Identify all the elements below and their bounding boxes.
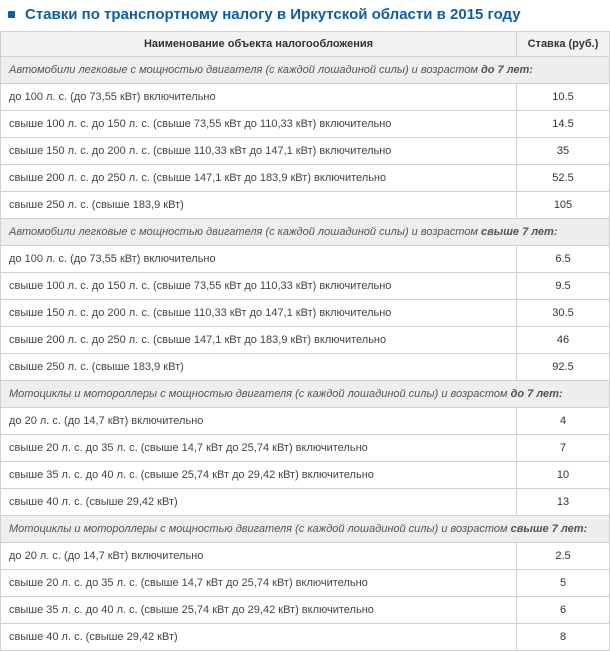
section-title: Автомобили легковые с мощностью двигател… [1, 57, 610, 84]
row-rate: 8 [517, 624, 610, 651]
row-rate: 105 [517, 192, 610, 219]
table-row: свыше 40 л. с. (свыше 29,42 кВт)13 [1, 489, 610, 516]
row-rate: 46 [517, 327, 610, 354]
section-header: Автомобили легковые с мощностью двигател… [1, 219, 610, 246]
section-title-prefix: Автомобили легковые с мощностью двигател… [9, 64, 481, 76]
row-name: свыше 20 л. с. до 35 л. с. (свыше 14,7 к… [1, 435, 517, 462]
table-row: свыше 20 л. с. до 35 л. с. (свыше 14,7 к… [1, 570, 610, 597]
row-name: до 100 л. с. (до 73,55 кВт) включительно [1, 246, 517, 273]
row-rate: 52.5 [517, 165, 610, 192]
row-rate: 10 [517, 462, 610, 489]
row-rate: 30.5 [517, 300, 610, 327]
row-name: свыше 40 л. с. (свыше 29,42 кВт) [1, 489, 517, 516]
row-name: свыше 100 л. с. до 150 л. с. (свыше 73,5… [1, 273, 517, 300]
section-title: Мотоциклы и мотороллеры с мощностью двиг… [1, 516, 610, 543]
table-row: свыше 35 л. с. до 40 л. с. (свыше 25,74 … [1, 597, 610, 624]
row-rate: 92.5 [517, 354, 610, 381]
row-rate: 5 [517, 570, 610, 597]
row-rate: 4 [517, 408, 610, 435]
row-name: свыше 250 л. с. (свыше 183,9 кВт) [1, 354, 517, 381]
table-row: свыше 100 л. с. до 150 л. с. (свыше 73,5… [1, 111, 610, 138]
section-title: Автомобили легковые с мощностью двигател… [1, 219, 610, 246]
row-name: свыше 35 л. с. до 40 л. с. (свыше 25,74 … [1, 462, 517, 489]
section-header: Мотоциклы и мотороллеры с мощностью двиг… [1, 381, 610, 408]
row-name: свыше 35 л. с. до 40 л. с. (свыше 25,74 … [1, 597, 517, 624]
table-row: свыше 200 л. с. до 250 л. с. (свыше 147,… [1, 327, 610, 354]
row-rate: 7 [517, 435, 610, 462]
row-rate: 6 [517, 597, 610, 624]
bullet-icon [8, 11, 15, 18]
row-rate: 10.5 [517, 84, 610, 111]
row-rate: 2.5 [517, 543, 610, 570]
table-row: до 20 л. с. (до 14,7 кВт) включительно2.… [1, 543, 610, 570]
row-rate: 9.5 [517, 273, 610, 300]
table-row: до 100 л. с. (до 73,55 кВт) включительно… [1, 246, 610, 273]
page-title: Ставки по транспортному налогу в Иркутск… [25, 6, 521, 23]
table-row: до 100 л. с. (до 73,55 кВт) включительно… [1, 84, 610, 111]
row-rate: 6.5 [517, 246, 610, 273]
tax-rates-table: Наименование объекта налогообложения Ста… [0, 31, 610, 651]
table-row: свыше 150 л. с. до 200 л. с. (свыше 110,… [1, 138, 610, 165]
row-rate: 35 [517, 138, 610, 165]
section-title-bold: до 7 лет: [511, 388, 563, 400]
row-name: свыше 150 л. с. до 200 л. с. (свыше 110,… [1, 138, 517, 165]
row-name: свыше 200 л. с. до 250 л. с. (свыше 147,… [1, 327, 517, 354]
table-row: свыше 40 л. с. (свыше 29,42 кВт)8 [1, 624, 610, 651]
table-row: свыше 200 л. с. до 250 л. с. (свыше 147,… [1, 165, 610, 192]
section-header: Автомобили легковые с мощностью двигател… [1, 57, 610, 84]
section-title-bold: свыше 7 лет: [511, 523, 588, 535]
table-row: до 20 л. с. (до 14,7 кВт) включительно4 [1, 408, 610, 435]
row-name: до 20 л. с. (до 14,7 кВт) включительно [1, 543, 517, 570]
row-name: свыше 20 л. с. до 35 л. с. (свыше 14,7 к… [1, 570, 517, 597]
section-title-prefix: Мотоциклы и мотороллеры с мощностью двиг… [9, 523, 511, 535]
table-row: свыше 20 л. с. до 35 л. с. (свыше 14,7 к… [1, 435, 610, 462]
table-row: свыше 250 л. с. (свыше 183,9 кВт)105 [1, 192, 610, 219]
row-name: до 100 л. с. (до 73,55 кВт) включительно [1, 84, 517, 111]
col-header-rate: Ставка (руб.) [517, 32, 610, 57]
col-header-name: Наименование объекта налогообложения [1, 32, 517, 57]
table-row: свыше 150 л. с. до 200 л. с. (свыше 110,… [1, 300, 610, 327]
page-title-row: Ставки по транспортному налогу в Иркутск… [0, 0, 610, 31]
table-row: свыше 35 л. с. до 40 л. с. (свыше 25,74 … [1, 462, 610, 489]
table-row: свыше 100 л. с. до 150 л. с. (свыше 73,5… [1, 273, 610, 300]
row-rate: 13 [517, 489, 610, 516]
row-name: свыше 100 л. с. до 150 л. с. (свыше 73,5… [1, 111, 517, 138]
section-title-prefix: Мотоциклы и мотороллеры с мощностью двиг… [9, 388, 511, 400]
row-name: свыше 250 л. с. (свыше 183,9 кВт) [1, 192, 517, 219]
section-title: Мотоциклы и мотороллеры с мощностью двиг… [1, 381, 610, 408]
row-name: свыше 200 л. с. до 250 л. с. (свыше 147,… [1, 165, 517, 192]
row-rate: 14.5 [517, 111, 610, 138]
row-name: до 20 л. с. (до 14,7 кВт) включительно [1, 408, 517, 435]
row-name: свыше 150 л. с. до 200 л. с. (свыше 110,… [1, 300, 517, 327]
section-title-prefix: Автомобили легковые с мощностью двигател… [9, 226, 481, 238]
section-title-bold: до 7 лет: [481, 64, 533, 76]
row-name: свыше 40 л. с. (свыше 29,42 кВт) [1, 624, 517, 651]
section-title-bold: свыше 7 лет: [481, 226, 558, 238]
section-header: Мотоциклы и мотороллеры с мощностью двиг… [1, 516, 610, 543]
table-row: свыше 250 л. с. (свыше 183,9 кВт)92.5 [1, 354, 610, 381]
